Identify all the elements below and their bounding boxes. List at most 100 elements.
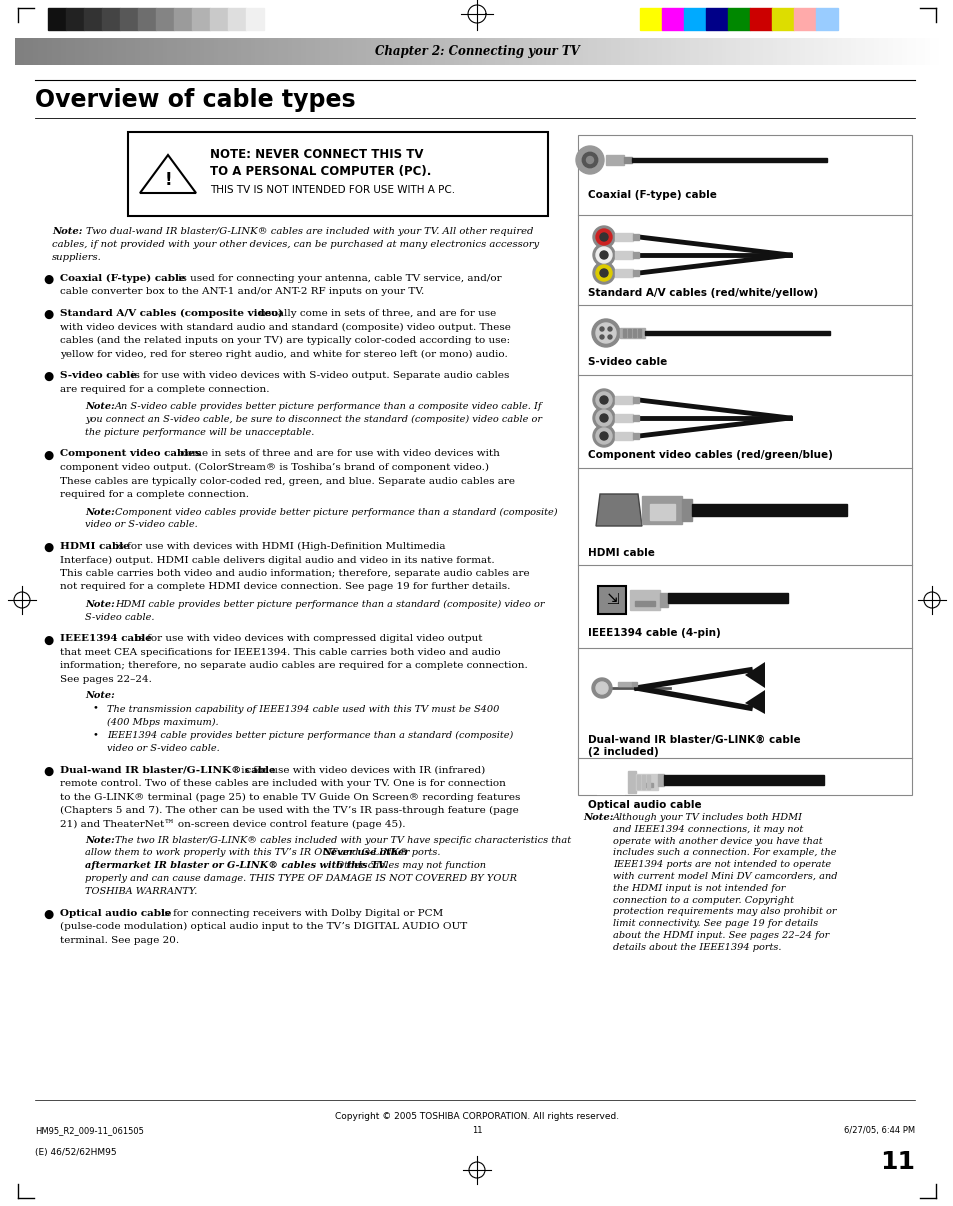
Bar: [375, 39, 379, 65]
Bar: [462, 39, 467, 65]
Bar: [804, 39, 809, 65]
Bar: [679, 39, 684, 65]
Bar: [84, 8, 102, 30]
Text: Two dual-wand IR blaster/G-LINK® cables are included with your TV. All other req: Two dual-wand IR blaster/G-LINK® cables …: [86, 227, 533, 236]
Bar: [20, 39, 24, 65]
Text: THIS TV IS NOT INTENDED FOR USE WITH A PC.: THIS TV IS NOT INTENDED FOR USE WITH A P…: [210, 185, 455, 195]
Bar: [199, 39, 204, 65]
Text: properly and can cause damage. THIS TYPE OF DAMAGE IS NOT COVERED BY YOUR: properly and can cause damage. THIS TYPE…: [85, 874, 517, 883]
Bar: [509, 39, 514, 65]
Bar: [661, 8, 683, 30]
Bar: [777, 39, 781, 65]
Bar: [504, 39, 509, 65]
Bar: [173, 8, 192, 30]
Bar: [702, 39, 707, 65]
Bar: [138, 8, 156, 30]
Bar: [84, 39, 89, 65]
Bar: [435, 39, 439, 65]
Bar: [527, 39, 532, 65]
Bar: [426, 39, 431, 65]
Bar: [721, 39, 726, 65]
Text: Standard A/V cables (composite video): Standard A/V cables (composite video): [60, 309, 283, 318]
Text: you connect an S-video cable, be sure to disconnect the standard (composite) vid: you connect an S-video cable, be sure to…: [85, 415, 541, 425]
Bar: [227, 39, 232, 65]
Bar: [156, 8, 173, 30]
Bar: [633, 433, 639, 439]
Text: HDMI cable: HDMI cable: [587, 548, 654, 558]
Bar: [176, 39, 181, 65]
Bar: [218, 39, 223, 65]
Text: is for connecting receivers with Dolby Digital or PCM: is for connecting receivers with Dolby D…: [158, 908, 443, 918]
Bar: [158, 39, 163, 65]
Bar: [855, 39, 860, 65]
Text: Note:: Note:: [85, 691, 114, 701]
Bar: [366, 39, 371, 65]
Bar: [204, 39, 209, 65]
Bar: [186, 39, 191, 65]
Circle shape: [599, 233, 607, 241]
Bar: [172, 39, 176, 65]
Text: ●: ●: [43, 370, 53, 384]
Bar: [924, 39, 929, 65]
Bar: [228, 8, 246, 30]
Bar: [541, 39, 546, 65]
Bar: [407, 39, 412, 65]
Text: yellow for video, red for stereo right audio, and white for stereo left (or mono: yellow for video, red for stereo right a…: [60, 350, 507, 358]
Text: S-video cable.: S-video cable.: [85, 613, 154, 622]
Text: video or S-video cable.: video or S-video cable.: [85, 520, 197, 529]
Bar: [301, 39, 306, 65]
Bar: [195, 39, 199, 65]
Circle shape: [593, 244, 615, 267]
Circle shape: [599, 251, 607, 259]
Bar: [292, 39, 296, 65]
Polygon shape: [744, 662, 764, 687]
Text: TO A PERSONAL COMPUTER (PC).: TO A PERSONAL COMPUTER (PC).: [210, 165, 431, 178]
Circle shape: [596, 683, 607, 693]
Text: required for a complete connection.: required for a complete connection.: [60, 490, 249, 499]
Bar: [352, 39, 356, 65]
Bar: [139, 39, 144, 65]
Bar: [749, 39, 754, 65]
Bar: [403, 39, 407, 65]
Circle shape: [596, 428, 612, 444]
Bar: [771, 8, 793, 30]
Bar: [902, 39, 905, 65]
Bar: [93, 39, 98, 65]
Bar: [633, 252, 639, 258]
Bar: [241, 39, 246, 65]
Bar: [439, 39, 444, 65]
Bar: [712, 39, 717, 65]
Circle shape: [592, 320, 619, 347]
Text: Copyright © 2005 TOSHIBA CORPORATION. All rights reserved.: Copyright © 2005 TOSHIBA CORPORATION. Al…: [335, 1112, 618, 1122]
Bar: [841, 39, 845, 65]
Circle shape: [596, 265, 612, 281]
Bar: [698, 39, 702, 65]
Bar: [24, 39, 29, 65]
Bar: [486, 39, 491, 65]
Text: Dual-wand IR blaster/G-LINK® cable
(2 included): Dual-wand IR blaster/G-LINK® cable (2 in…: [587, 734, 800, 757]
Bar: [707, 39, 712, 65]
Bar: [283, 39, 287, 65]
Bar: [476, 39, 481, 65]
Bar: [619, 39, 624, 65]
Bar: [717, 39, 721, 65]
Bar: [598, 586, 625, 614]
Bar: [75, 39, 80, 65]
Bar: [691, 504, 846, 516]
Bar: [120, 8, 138, 30]
Bar: [412, 39, 416, 65]
Text: come in sets of three and are for use with video devices with: come in sets of three and are for use wi…: [177, 450, 499, 458]
Text: (pulse-code modulation) optical audio input to the TV’s DIGITAL AUDIO OUT: (pulse-code modulation) optical audio in…: [60, 923, 467, 931]
Bar: [649, 513, 675, 520]
Bar: [564, 39, 569, 65]
Text: Note:: Note:: [52, 227, 82, 236]
Text: Note:: Note:: [85, 403, 114, 411]
Bar: [311, 39, 315, 65]
Bar: [361, 39, 366, 65]
Bar: [827, 39, 832, 65]
Bar: [892, 39, 897, 65]
Bar: [491, 39, 495, 65]
Bar: [394, 39, 398, 65]
Text: Coaxial (F-type) cable: Coaxial (F-type) cable: [587, 191, 716, 200]
Bar: [232, 39, 236, 65]
